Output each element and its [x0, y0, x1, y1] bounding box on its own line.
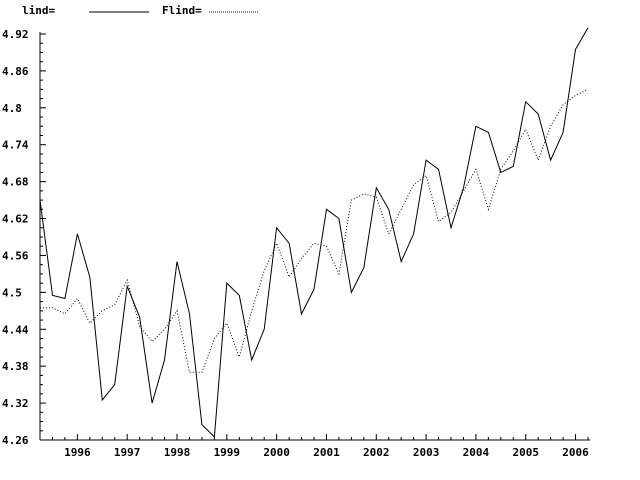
legend-label-flind: Flind= — [162, 4, 202, 17]
y-tick-label: 4.86 — [2, 65, 29, 78]
x-tick-label: 1999 — [214, 446, 241, 459]
legend: lind= Flind= — [22, 4, 259, 17]
legend-label-lind: lind= — [22, 4, 55, 17]
series-line-flind — [40, 88, 589, 373]
x-tick-label: 2006 — [562, 446, 589, 459]
x-tick-label: 2004 — [463, 446, 490, 459]
y-tick-label: 4.74 — [2, 139, 29, 152]
x-tick-label: 2002 — [363, 446, 390, 459]
y-tick-label: 4.5 — [2, 286, 22, 299]
series-group — [39, 27, 589, 439]
y-ticks: 4.26 4.32 4.38 4.44 4.5 4.56 4.62 4.68 4.74 4.8 4.… — [2, 28, 46, 447]
x-tick-label: 2001 — [313, 446, 340, 459]
x-tick-label: 2005 — [512, 446, 539, 459]
y-tick-label: 4.44 — [2, 323, 29, 336]
y-tick-label: 4.56 — [2, 249, 29, 262]
y-tick-label: 4.92 — [2, 28, 29, 41]
y-tick-label: 4.32 — [2, 397, 29, 410]
y-tick-label: 4.26 — [2, 434, 29, 447]
y-tick-label: 4.8 — [2, 102, 22, 115]
x-tick-label: 1998 — [164, 446, 191, 459]
y-tick-label: 4.62 — [2, 213, 29, 226]
y-tick-label: 4.68 — [2, 176, 29, 189]
x-tick-label: 1996 — [64, 446, 91, 459]
series-line-lind — [39, 27, 589, 439]
y-tick-label: 4.38 — [2, 360, 29, 373]
x-tick-label: 2000 — [263, 446, 290, 459]
x-ticks: 1996 1997 1998 1999 2000 2001 2002 2003 2004 2005… — [39, 434, 589, 459]
x-tick-label: 1997 — [114, 446, 141, 459]
x-tick-label: 2003 — [413, 446, 440, 459]
